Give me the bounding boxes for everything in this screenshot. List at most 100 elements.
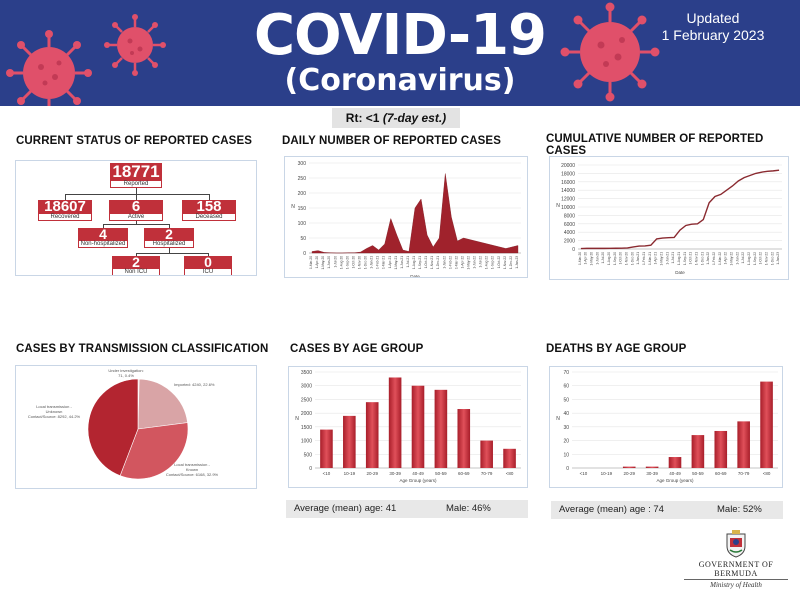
x-tick-label: 1-Sep-20	[613, 252, 617, 265]
y-tick-label: 4000	[564, 230, 575, 236]
bar	[434, 389, 448, 468]
x-tick-label: 1-Feb-22	[712, 252, 716, 265]
cumulative-cases-line	[580, 169, 780, 250]
rt-note: (7-day est.)	[382, 111, 447, 125]
cumulative-chart-panel: 0 2000 4000 6000 8000 10000 12000 14000 16000 180…	[549, 156, 789, 280]
virus-icon	[104, 14, 166, 76]
x-tick-label: 1-Mar-21	[382, 256, 386, 269]
x-tick-label: 1-Dec-22	[509, 256, 513, 269]
page-subtitle: (Coronavirus)	[284, 63, 516, 98]
x-tick-label: 1-Sep-21	[683, 252, 687, 265]
age-male: Male: 46%	[446, 503, 491, 514]
x-tick-label: 1-Mar-22	[454, 256, 458, 269]
age-bar-chart: 0 500 1000 1500 2000 2500 3000 3500 N <10 10-19 20-…	[295, 370, 521, 483]
x-tick-label: 1-Jun-20	[595, 252, 599, 265]
x-tick-label: 40-49	[669, 471, 681, 476]
x-tick-label: 1-Sep-22	[753, 252, 757, 265]
deaths-title: DEATHS BY AGE GROUP	[546, 343, 687, 355]
bar	[480, 440, 493, 468]
x-tick-label: 1-Jan-22	[442, 256, 446, 269]
y-tick-label: 150	[298, 206, 307, 212]
deaths-bar-chart: 0 10 20 30 40 50 60 70 N <10 10-19 20-29 30-39 40-49 5…	[556, 370, 778, 483]
pie-slice	[119, 422, 189, 480]
y-tick-label: 10000	[561, 205, 575, 211]
recovered-box: 18607	[38, 199, 92, 214]
x-tick-label: 1-Aug-21	[412, 256, 416, 269]
deaths-info-bar: Average (mean) age : 74 Male: 52%	[551, 501, 783, 519]
y-tick-label: 1000	[301, 439, 312, 445]
y-tick-label: 16000	[561, 180, 575, 186]
bar	[365, 402, 379, 468]
x-tick-label: 1-Feb-21	[376, 256, 380, 269]
non-icu-value: 2	[132, 254, 140, 270]
x-tick-label: 50-59	[435, 471, 447, 476]
bar	[645, 466, 659, 468]
bar	[737, 421, 750, 468]
x-tick-label: 1-Aug-20	[339, 256, 343, 269]
bar	[388, 377, 402, 468]
bar	[760, 381, 773, 468]
x-tick-label: <80	[506, 471, 514, 476]
x-tick-label: 1-Apr-21	[654, 252, 658, 265]
x-tick-label: 10-19	[601, 471, 613, 476]
bar	[320, 429, 333, 468]
x-tick-label: 1-Oct-21	[689, 252, 693, 265]
x-tick-label: 1-Jul-21	[671, 252, 675, 264]
y-tick-label: 50	[300, 236, 306, 242]
y-tick-label: 0	[572, 247, 575, 253]
x-tick-label: 60-69	[715, 471, 727, 476]
deaths-chart-panel: 0 10 20 30 40 50 60 70 N <10 10-19 20-29 30-39 40-49 5…	[549, 366, 783, 488]
x-tick-label: 70-79	[481, 471, 493, 476]
y-tick-label: 3500	[301, 370, 312, 376]
x-tick-label: 1-Aug-22	[747, 252, 751, 265]
non-hospitalized-value: 4	[99, 226, 107, 242]
header-banner: COVID-19 (Coronavirus) Updated 1 Februar…	[0, 0, 800, 106]
virus-icon	[6, 30, 92, 106]
x-tick-label: 1-Mar-20	[578, 252, 582, 265]
non-icu-label: Non ICU	[112, 268, 160, 275]
x-tick-label: 1-Aug-20	[607, 252, 611, 265]
pie-label-line: Contact/Source: 6168, 32.9%	[166, 472, 219, 477]
pie-label-line: Unknown	[46, 409, 63, 414]
x-tick-label: 1-Apr-22	[724, 252, 728, 265]
y-tick-label: 0	[309, 466, 312, 472]
pie-slice-label: Local transmission -Unknown Contact/Sourc…	[28, 404, 81, 419]
x-tick-label: 1-Apr-22	[460, 256, 464, 269]
x-tick-label: 1-Jan-22	[706, 252, 710, 265]
x-tick-label: <10	[580, 471, 588, 476]
pie-label-line: Under investigation:	[108, 368, 143, 373]
y-tick-label: 12000	[561, 197, 575, 203]
icu-value: 0	[204, 254, 212, 270]
status-panel: 18771 Reported 18607 Recovered 6 Active …	[15, 160, 257, 276]
active-box: 6	[109, 199, 163, 214]
y-tick-label: 6000	[564, 222, 575, 228]
bar	[503, 448, 516, 468]
y-tick-label: 2500	[301, 397, 312, 403]
x-tick-label: 1-Jun-22	[735, 252, 739, 265]
x-tick-label: 70-79	[738, 471, 750, 476]
y-tick-label: 20	[563, 439, 569, 445]
transmission-title: CASES BY TRANSMISSION CLASSIFICATION	[16, 343, 269, 355]
x-tick-label: 1-May-22	[467, 256, 471, 270]
x-tick-label: 1-Nov-21	[694, 252, 698, 265]
reported-box: 18771	[110, 163, 162, 181]
x-axis-label: Age Group (years)	[656, 478, 694, 483]
updated-label: Updated	[686, 10, 740, 26]
x-tick-label: 1-Apr-21	[388, 256, 392, 269]
y-tick-label: 40	[563, 411, 569, 417]
y-tick-label: 18000	[561, 171, 575, 177]
x-tick-label: 1-Oct-22	[497, 256, 501, 269]
x-tick-label: 1-Jun-22	[473, 256, 477, 269]
x-tick-label: 1-Sep-21	[418, 256, 422, 269]
x-axis-label: Date	[410, 274, 420, 277]
x-tick-label: 1-Mar-22	[718, 252, 722, 265]
reported-value: 18771	[112, 162, 160, 181]
reported-label: Reported	[110, 180, 162, 188]
bar	[457, 409, 471, 468]
x-tick-label: 1-May-20	[321, 256, 325, 270]
x-tick-label: 10-19	[344, 471, 356, 476]
y-tick-label: 100	[298, 221, 307, 227]
x-tick-label: 40-49	[412, 471, 424, 476]
x-tick-label: 1-Nov-22	[764, 252, 768, 265]
y-tick-label: 10	[563, 452, 569, 458]
